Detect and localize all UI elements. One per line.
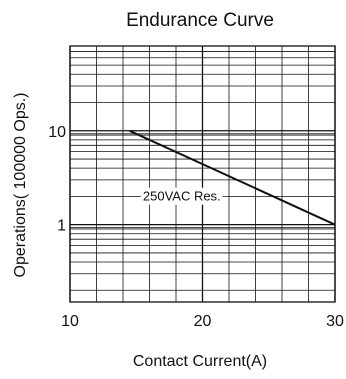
plot-frame (69, 45, 336, 303)
chart-title: Endurance Curve (126, 10, 274, 31)
chart-grid (69, 45, 336, 302)
y-tick-label: 1 (57, 218, 66, 235)
y-tick-label: 10 (48, 124, 66, 141)
x-tick-label: 20 (194, 313, 212, 330)
annotation-label: 250VAC Res. (143, 189, 221, 204)
x-tick-label: 10 (61, 313, 79, 330)
x-axis-label: Contact Current(A) (133, 353, 267, 370)
annotation-layer: 250VAC Res. (140, 187, 223, 205)
series-line (129, 129, 336, 226)
annotation-background (140, 187, 223, 205)
tick-labels: 10 20 30 1 10 (48, 124, 344, 330)
x-tick-label: 30 (326, 313, 344, 330)
series-layer (129, 129, 336, 226)
y-axis-label: Operations( 100000 Ops.) (12, 93, 29, 278)
